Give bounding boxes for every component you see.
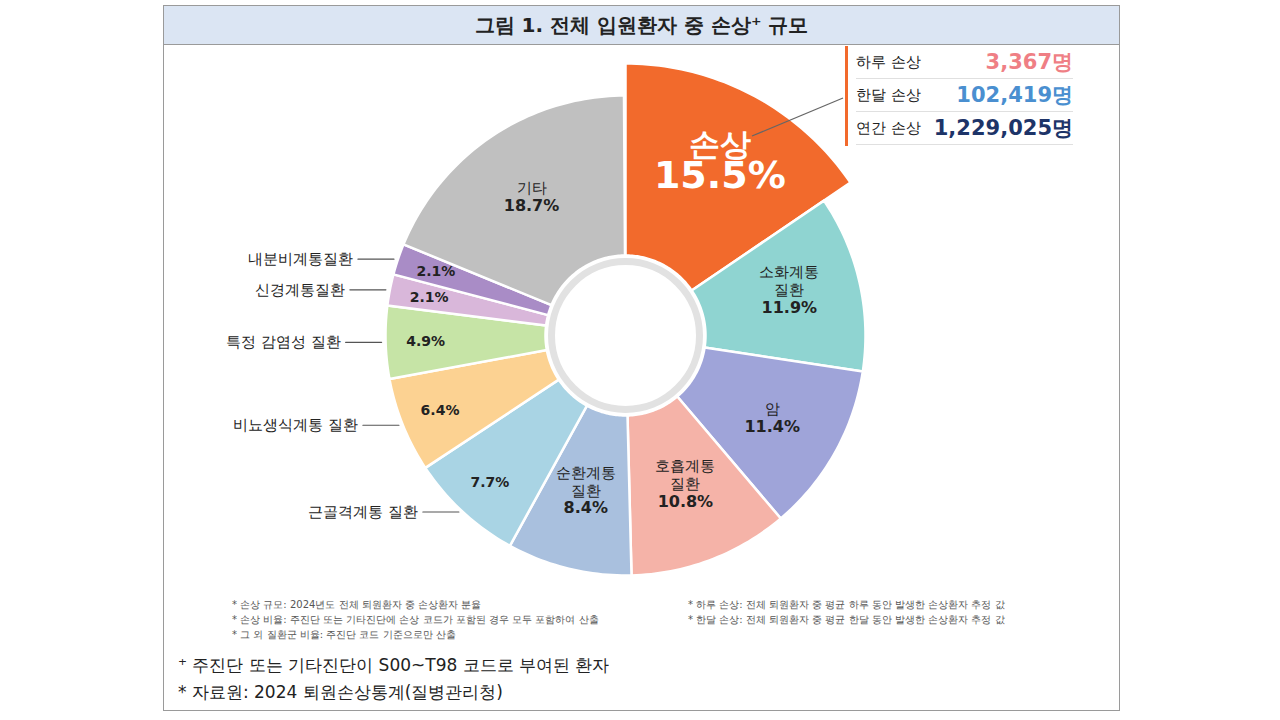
- svg-text:내분비계통질환: 내분비계통질환: [248, 250, 353, 268]
- html-text:3,367명: 3,367명: [985, 50, 1073, 74]
- svg-text:비뇨생식계통 질환: 비뇨생식계통 질환: [233, 416, 358, 434]
- svg-text:소화계통질환: 소화계통질환: [759, 263, 819, 299]
- html-text:1,229,025명: 1,229,025명: [933, 116, 1073, 140]
- svg-text:10.8%: 10.8%: [658, 492, 714, 511]
- html-text:102,419명: 102,419명: [956, 83, 1073, 107]
- svg-text:4.9%: 4.9%: [406, 333, 445, 349]
- html-text:* 손상 비율: 주진단 또는 기타진단에 손상 코드가 포: * 손상 비율: 주진단 또는 기타진단에 손상 코드가 포함된 경우 모두 포…: [232, 614, 599, 625]
- html-text:* 그 외 질환군 비율: 주진단 코드 기준으로만 산출: * 그 외 질환군 비율: 주진단 코드 기준으로만 산출: [232, 629, 456, 640]
- svg-text:특정 감염성 질환: 특정 감염성 질환: [226, 333, 341, 351]
- svg-text:근골격계통 질환: 근골격계통 질환: [308, 503, 418, 521]
- svg-text:2.1%: 2.1%: [416, 263, 455, 279]
- html-text:하루 손상: 하루 손상: [856, 53, 921, 71]
- svg-text:손상: 손상: [688, 126, 751, 163]
- svg-text:15.5%: 15.5%: [654, 153, 786, 197]
- svg-text:신경계통질환: 신경계통질환: [255, 281, 345, 299]
- html-text:* 한달 손상: 전체 퇴원환자 중 평균 한달 동안 발생: * 한달 손상: 전체 퇴원환자 중 평균 한달 동안 발생한 손상환자 추정 …: [688, 614, 1005, 625]
- html-text:* 손상 규모: 2024년도 전체 퇴원환자 중 손상환자: * 손상 규모: 2024년도 전체 퇴원환자 중 손상환자 분율: [232, 599, 482, 610]
- svg-text:2.1%: 2.1%: [410, 289, 449, 305]
- svg-text:7.7%: 7.7%: [471, 474, 510, 490]
- svg-text:6.4%: 6.4%: [421, 402, 460, 418]
- svg-text:기타: 기타: [517, 179, 547, 197]
- html-text:* 하루 손상: 전체 퇴원환자 중 평균 하루 동안 발생: * 하루 손상: 전체 퇴원환자 중 평균 하루 동안 발생한 손상환자 추정 …: [688, 599, 1005, 610]
- svg-text:11.4%: 11.4%: [744, 417, 800, 436]
- html-text:그림 1. 전체 입원환자 중 손상⁺ 규모: 그림 1. 전체 입원환자 중 손상⁺ 규모: [474, 13, 809, 37]
- svg-text:암: 암: [765, 400, 780, 418]
- svg-text:18.7%: 18.7%: [504, 196, 560, 215]
- svg-text:호흡계통질환: 호흡계통질환: [655, 457, 715, 493]
- html-text:한달 손상: 한달 손상: [856, 86, 921, 104]
- svg-text:11.9%: 11.9%: [762, 298, 818, 317]
- svg-text:순환계통질환: 순환계통질환: [556, 464, 616, 500]
- html-text:* 자료원: 2024 퇴원손상통계(질병관리청): * 자료원: 2024 퇴원손상통계(질병관리청): [178, 682, 503, 702]
- html-text:⁺ 주진단 또는 기타진단이 S00~T98 코드로 부여된: ⁺ 주진단 또는 기타진단이 S00~T98 코드로 부여된 환자: [178, 655, 610, 675]
- html-text:연간 손상: 연간 손상: [856, 119, 921, 137]
- svg-text:8.4%: 8.4%: [564, 498, 608, 517]
